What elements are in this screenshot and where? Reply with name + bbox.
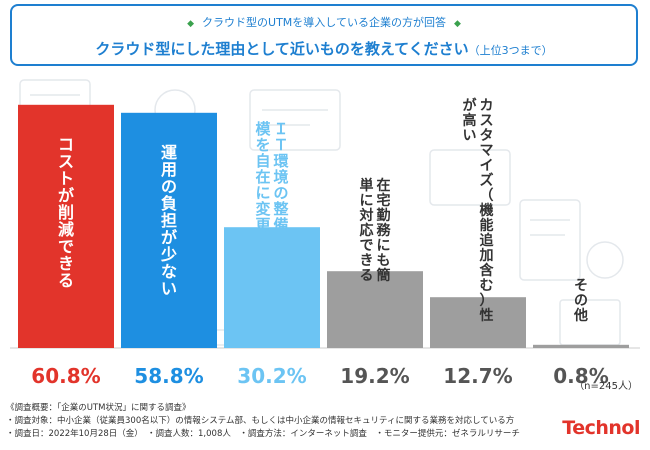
diamond-icon: ◆ — [187, 19, 195, 29]
value-label-5: 12.7% — [443, 364, 512, 388]
value-label-3: 30.2% — [237, 364, 306, 388]
diamond-icon: ◆ — [453, 19, 461, 29]
subtitle-text: クラウド型のUTMを導入している企業の方が回答 — [202, 16, 446, 29]
brand-logo: Technol — [562, 417, 640, 439]
bar-1 — [18, 104, 114, 348]
value-label-6: 0.8% — [553, 364, 608, 388]
category-label-1: コストが削減できる — [58, 135, 74, 290]
survey-overview: 《調査概要：「企業のUTM状況」に関する調査》 ・調査対象：中小企業（従業員30… — [6, 402, 520, 441]
bar-5 — [430, 297, 526, 348]
survey-details: ・調査日：2022年10月28日（金） ・調査人数：1,008人 ・調査方法：イ… — [6, 429, 520, 439]
respondent-note: ◆ クラウド型のUTMを導入している企業の方が回答 ◆ — [12, 14, 636, 30]
question-note: （上位3つまで） — [468, 44, 553, 57]
value-label-2: 58.8% — [134, 364, 203, 388]
question-header: ◆ クラウド型のUTMを導入している企業の方が回答 ◆ クラウド型にした理由として近… — [10, 4, 638, 66]
category-label-6: その他 — [573, 278, 588, 324]
survey-target: ・調査対象：中小企業（従業員300名以下）の情報システム部、もしくは中小企業の情… — [6, 416, 515, 426]
category-label-5: カスタマイズ（機能追加含む）性が高い — [463, 97, 495, 324]
survey-heading: 《調査概要：「企業のUTM状況」に関する調査》 — [6, 403, 191, 413]
question-title: クラウド型にした理由として近いものを教えてください（上位3つまで） — [12, 38, 636, 59]
category-label-4: 在宅勤務にも簡単に対応できる — [359, 177, 392, 284]
bar-6 — [533, 344, 629, 348]
bar-3 — [224, 227, 320, 348]
bar-4 — [327, 271, 423, 348]
value-label-4: 19.2% — [340, 364, 409, 388]
bar-2 — [121, 112, 217, 348]
category-label-3: ＩＴ環境の整備や規模を自在に変更できる — [255, 120, 289, 282]
value-label-1: 60.8% — [31, 364, 100, 388]
question-text: クラウド型にした理由として近いものを教えてください — [95, 40, 469, 58]
category-label-2: 運用の負担が少ない — [160, 143, 177, 298]
sample-size: （n=245人） — [574, 381, 638, 392]
